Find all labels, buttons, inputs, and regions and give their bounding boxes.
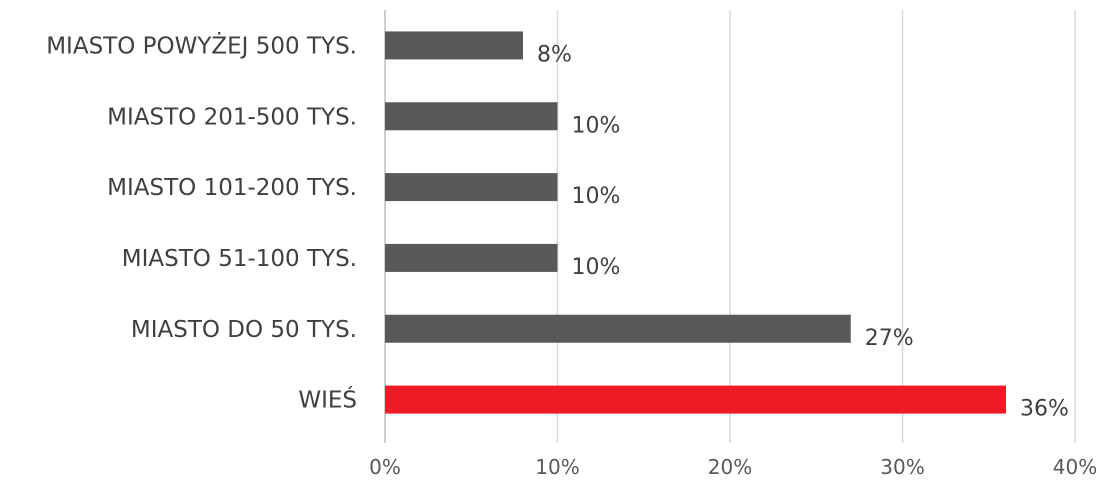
data-label: 10% [572, 184, 621, 209]
category-label: MIASTO 101-200 TYS. [107, 175, 357, 201]
data-label: 27% [865, 326, 914, 351]
category-label: MIASTO POWYŻEJ 500 TYS. [46, 31, 357, 59]
x-tick-label: 0% [369, 455, 401, 479]
category-label: MIASTO DO 50 TYS. [131, 317, 357, 343]
category-label: MIASTO 51-100 TYS. [122, 246, 357, 272]
x-tick-label: 10% [535, 455, 579, 479]
x-tick-label: 40% [1053, 455, 1097, 479]
x-tick-label: 20% [708, 455, 752, 479]
bar [385, 314, 851, 343]
bar [385, 31, 523, 60]
bars-layer [385, 31, 1006, 414]
labels-layer: MIASTO POWYŻEJ 500 TYS. 8% MIASTO 201-500 … [46, 31, 1069, 421]
bar [385, 173, 558, 202]
data-label: 36% [1020, 397, 1069, 422]
data-label: 8% [537, 42, 572, 67]
x-tick-label: 30% [880, 455, 924, 479]
bar [385, 243, 558, 272]
grid-layer [384, 10, 1076, 443]
category-label: MIASTO 201-500 TYS. [107, 104, 357, 130]
category-label: WIEŚ [298, 386, 357, 414]
bar [385, 102, 558, 131]
x-axis-ticks: 0% 10% 20% 30% 40% [369, 455, 1097, 479]
data-label: 10% [572, 113, 621, 138]
data-label: 10% [572, 255, 621, 280]
bar [385, 385, 1006, 414]
